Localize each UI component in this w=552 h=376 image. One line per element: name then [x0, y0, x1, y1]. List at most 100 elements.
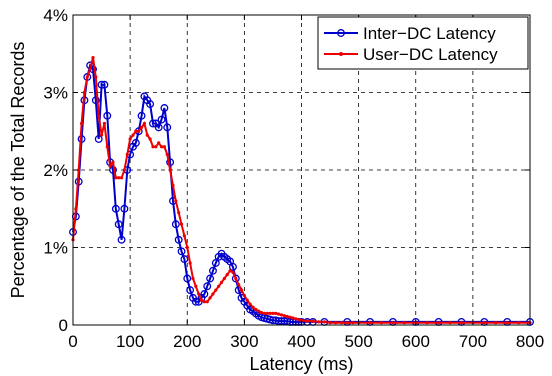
data-point — [74, 207, 78, 211]
data-point — [177, 211, 181, 215]
data-point — [197, 292, 201, 296]
data-point — [237, 283, 241, 287]
data-point — [211, 259, 220, 267]
data-point — [345, 321, 349, 325]
data-point — [171, 220, 180, 229]
x-tick-label: 200 — [173, 332, 201, 351]
x-tick-label: 500 — [344, 332, 372, 351]
data-point — [268, 316, 277, 325]
data-point — [183, 274, 192, 283]
data-point — [117, 235, 126, 244]
data-point — [280, 317, 289, 326]
data-point — [274, 311, 278, 315]
data-point — [154, 123, 163, 132]
data-point — [214, 288, 218, 292]
data-point — [328, 321, 332, 325]
x-tick-label: 300 — [230, 332, 258, 351]
data-point — [211, 292, 215, 296]
x-tick-label: 0 — [68, 332, 77, 351]
data-point — [282, 314, 286, 318]
data-point — [117, 176, 121, 180]
data-point — [179, 222, 184, 226]
data-point — [317, 320, 321, 324]
data-point — [159, 145, 164, 149]
data-point — [268, 311, 272, 315]
legend-box — [317, 16, 529, 70]
data-point — [262, 311, 266, 315]
data-point — [191, 276, 195, 281]
data-point — [103, 111, 112, 120]
y-tick-label: 2% — [43, 161, 68, 180]
data-point — [79, 121, 84, 126]
data-point — [448, 321, 452, 325]
data-point — [148, 137, 152, 141]
data-point — [111, 160, 115, 164]
data-point — [188, 261, 192, 265]
data-point — [274, 317, 283, 326]
data-point — [82, 90, 87, 95]
legend-item: User−DC Latency — [324, 45, 498, 64]
data-point — [165, 152, 169, 157]
data-point — [145, 133, 149, 137]
series-line — [72, 57, 530, 324]
data-point — [137, 129, 141, 133]
data-point — [125, 152, 129, 157]
data-point — [285, 314, 289, 319]
data-point — [277, 317, 286, 326]
data-point — [234, 276, 238, 281]
data-point — [254, 307, 258, 312]
data-point — [271, 311, 275, 315]
y-tick-label: 3% — [43, 84, 68, 103]
data-point — [228, 262, 237, 271]
data-point — [459, 321, 464, 325]
data-point — [85, 75, 89, 79]
data-point — [231, 274, 240, 283]
x-tick-label: 600 — [402, 332, 430, 351]
y-tick-label: 1% — [43, 239, 68, 258]
data-point — [131, 138, 140, 147]
data-point — [379, 321, 384, 325]
data-point — [162, 145, 166, 149]
data-point — [305, 319, 309, 323]
data-point — [437, 321, 441, 325]
data-point — [114, 176, 118, 180]
data-point — [102, 121, 107, 126]
series-2 — [71, 56, 532, 325]
data-point — [100, 80, 109, 89]
data-point — [149, 119, 157, 128]
data-point — [154, 145, 158, 149]
data-point — [209, 266, 217, 275]
x-axis-label: Latency (ms) — [249, 354, 353, 374]
data-point — [180, 255, 189, 264]
data-point — [137, 111, 146, 120]
data-point — [191, 297, 200, 306]
data-point — [157, 115, 166, 124]
x-tick-label: 400 — [287, 332, 315, 351]
data-point — [203, 282, 212, 291]
axis-ticks: 0 100 200 300 400 500 600 700 800 0 1% 2% 3% 4% — [43, 6, 544, 351]
data-point — [245, 298, 249, 302]
data-point — [217, 284, 221, 288]
data-point — [163, 123, 172, 132]
data-point — [208, 296, 212, 300]
data-point — [119, 176, 124, 180]
data-point — [185, 245, 189, 250]
data-point — [206, 274, 215, 283]
data-point — [297, 317, 301, 322]
data-point — [322, 320, 326, 324]
y-tick-label: 0 — [59, 316, 68, 335]
data-point — [134, 129, 138, 133]
data-point — [111, 204, 120, 213]
data-point — [505, 321, 509, 325]
data-point — [228, 269, 232, 273]
data-point — [194, 284, 198, 288]
data-point — [142, 121, 147, 126]
data-point — [128, 137, 132, 141]
data-point — [205, 300, 209, 304]
data-point — [91, 56, 95, 60]
data-point — [97, 114, 101, 118]
data-point — [91, 96, 100, 105]
data-point — [231, 270, 235, 274]
data-point — [257, 309, 261, 313]
data-point — [202, 300, 206, 304]
